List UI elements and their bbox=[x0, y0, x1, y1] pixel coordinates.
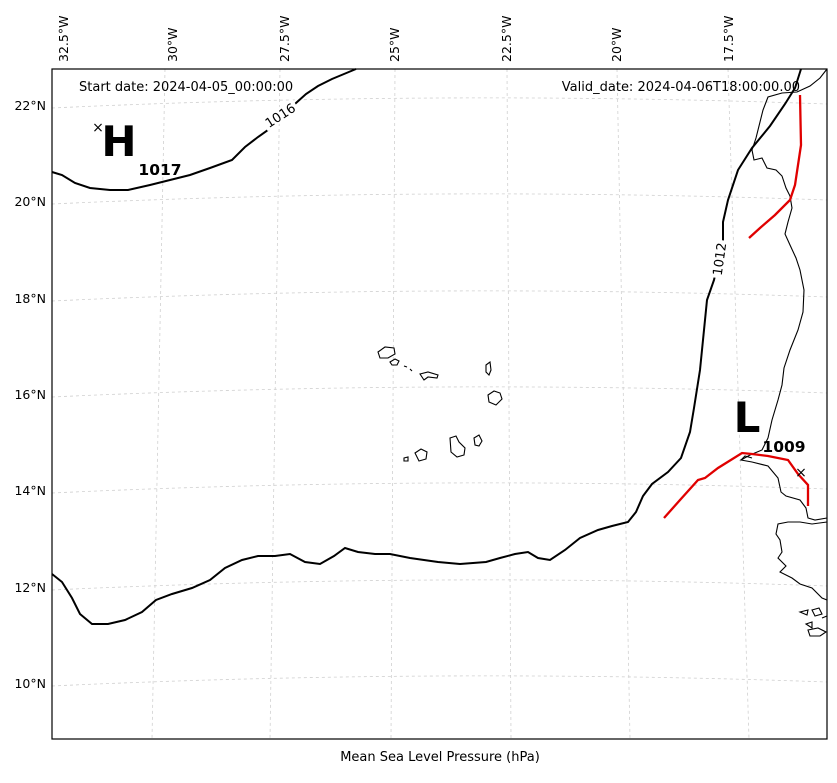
isobar-1016 bbox=[51, 68, 357, 191]
island-sal bbox=[485, 360, 492, 376]
bijagos-islands bbox=[798, 607, 828, 637]
gridline-lon-30w bbox=[151, 68, 166, 740]
island-boa-vista bbox=[487, 390, 503, 406]
high-center-value: 1017 bbox=[138, 161, 181, 179]
high-center-marker-icon: × bbox=[92, 120, 104, 136]
island-brava bbox=[403, 456, 409, 462]
gridline-lon-25w bbox=[390, 68, 396, 740]
gridline-lat-18n bbox=[51, 290, 828, 302]
guinea-coastline bbox=[775, 521, 828, 601]
map-caption: Mean Sea Level Pressure (hPa) bbox=[340, 750, 540, 765]
longitude-gridlines bbox=[151, 68, 750, 740]
low-center-letter: L bbox=[734, 393, 761, 442]
african-coastline bbox=[739, 68, 828, 521]
island-maio bbox=[473, 434, 483, 447]
lat-tick-16n: 16°N bbox=[14, 387, 46, 402]
lat-tick-14n: 14°N bbox=[14, 483, 46, 498]
lon-tick-22-5w: 22.5°W bbox=[499, 16, 514, 62]
isobar-label-bg-1016 bbox=[260, 98, 300, 132]
lon-tick-25w: 25°W bbox=[387, 27, 402, 62]
plot-area bbox=[52, 69, 827, 739]
plot-frame bbox=[51, 68, 828, 740]
lon-tick-17-5w: 17.5°W bbox=[721, 16, 736, 62]
island-santo-antao bbox=[377, 346, 396, 359]
lat-tick-12n: 12°N bbox=[14, 580, 46, 595]
lat-tick-22n: 22°N bbox=[14, 98, 46, 113]
start-date: Start date: 2024-04-05_00:00:00 bbox=[79, 80, 293, 95]
gridline-lon-27-5w bbox=[269, 68, 281, 740]
valid-date: Valid_date: 2024-04-06T18:00:00.00 bbox=[562, 80, 800, 95]
island-sao-nicolau bbox=[419, 371, 439, 381]
gridline-lon-17-5w bbox=[727, 68, 750, 740]
lat-tick-10n: 10°N bbox=[14, 676, 46, 691]
gridline-lon-20w bbox=[616, 68, 631, 740]
gridline-lat-22n bbox=[51, 97, 828, 109]
lon-tick-27-5w: 27.5°W bbox=[277, 16, 292, 62]
island-santa-luzia bbox=[403, 365, 413, 372]
lon-tick-32-5w: 32.5°W bbox=[56, 16, 71, 62]
trough-south bbox=[663, 451, 810, 519]
low-center-value: 1009 bbox=[762, 438, 805, 456]
island-santiago bbox=[449, 435, 466, 458]
lat-tick-20n: 20°N bbox=[14, 194, 46, 209]
island-fogo bbox=[414, 448, 428, 462]
lon-tick-30w: 30°W bbox=[165, 27, 180, 62]
lon-tick-20w: 20°W bbox=[609, 27, 624, 62]
cape-verde-peninsula bbox=[740, 455, 753, 461]
gridline-lat-14n bbox=[51, 482, 828, 494]
low-center-marker-icon: × bbox=[795, 465, 807, 481]
cape-verde-islands bbox=[377, 346, 503, 462]
latitude-tick-labels: 22°N 20°N 18°N 16°N 14°N 12°N 10°N bbox=[14, 98, 46, 691]
gridline-lat-20n bbox=[51, 193, 828, 205]
high-center-letter: H bbox=[101, 117, 136, 166]
isobar-label-bg-1012 bbox=[709, 239, 729, 279]
gridline-lat-10n bbox=[51, 675, 828, 687]
trough-north bbox=[748, 94, 803, 239]
gridline-lon-22-5w bbox=[506, 68, 512, 740]
gridline-lat-12n bbox=[51, 579, 828, 591]
lat-tick-18n: 18°N bbox=[14, 291, 46, 306]
gridline-lat-16n bbox=[51, 386, 828, 398]
longitude-tick-labels: 32.5°W 30°W 27.5°W 25°W 22.5°W 20°W 17.5… bbox=[56, 16, 736, 62]
latitude-gridlines bbox=[51, 97, 828, 687]
island-sao-vicente bbox=[389, 358, 400, 366]
isobar-label-1012: 1012 bbox=[711, 242, 730, 277]
